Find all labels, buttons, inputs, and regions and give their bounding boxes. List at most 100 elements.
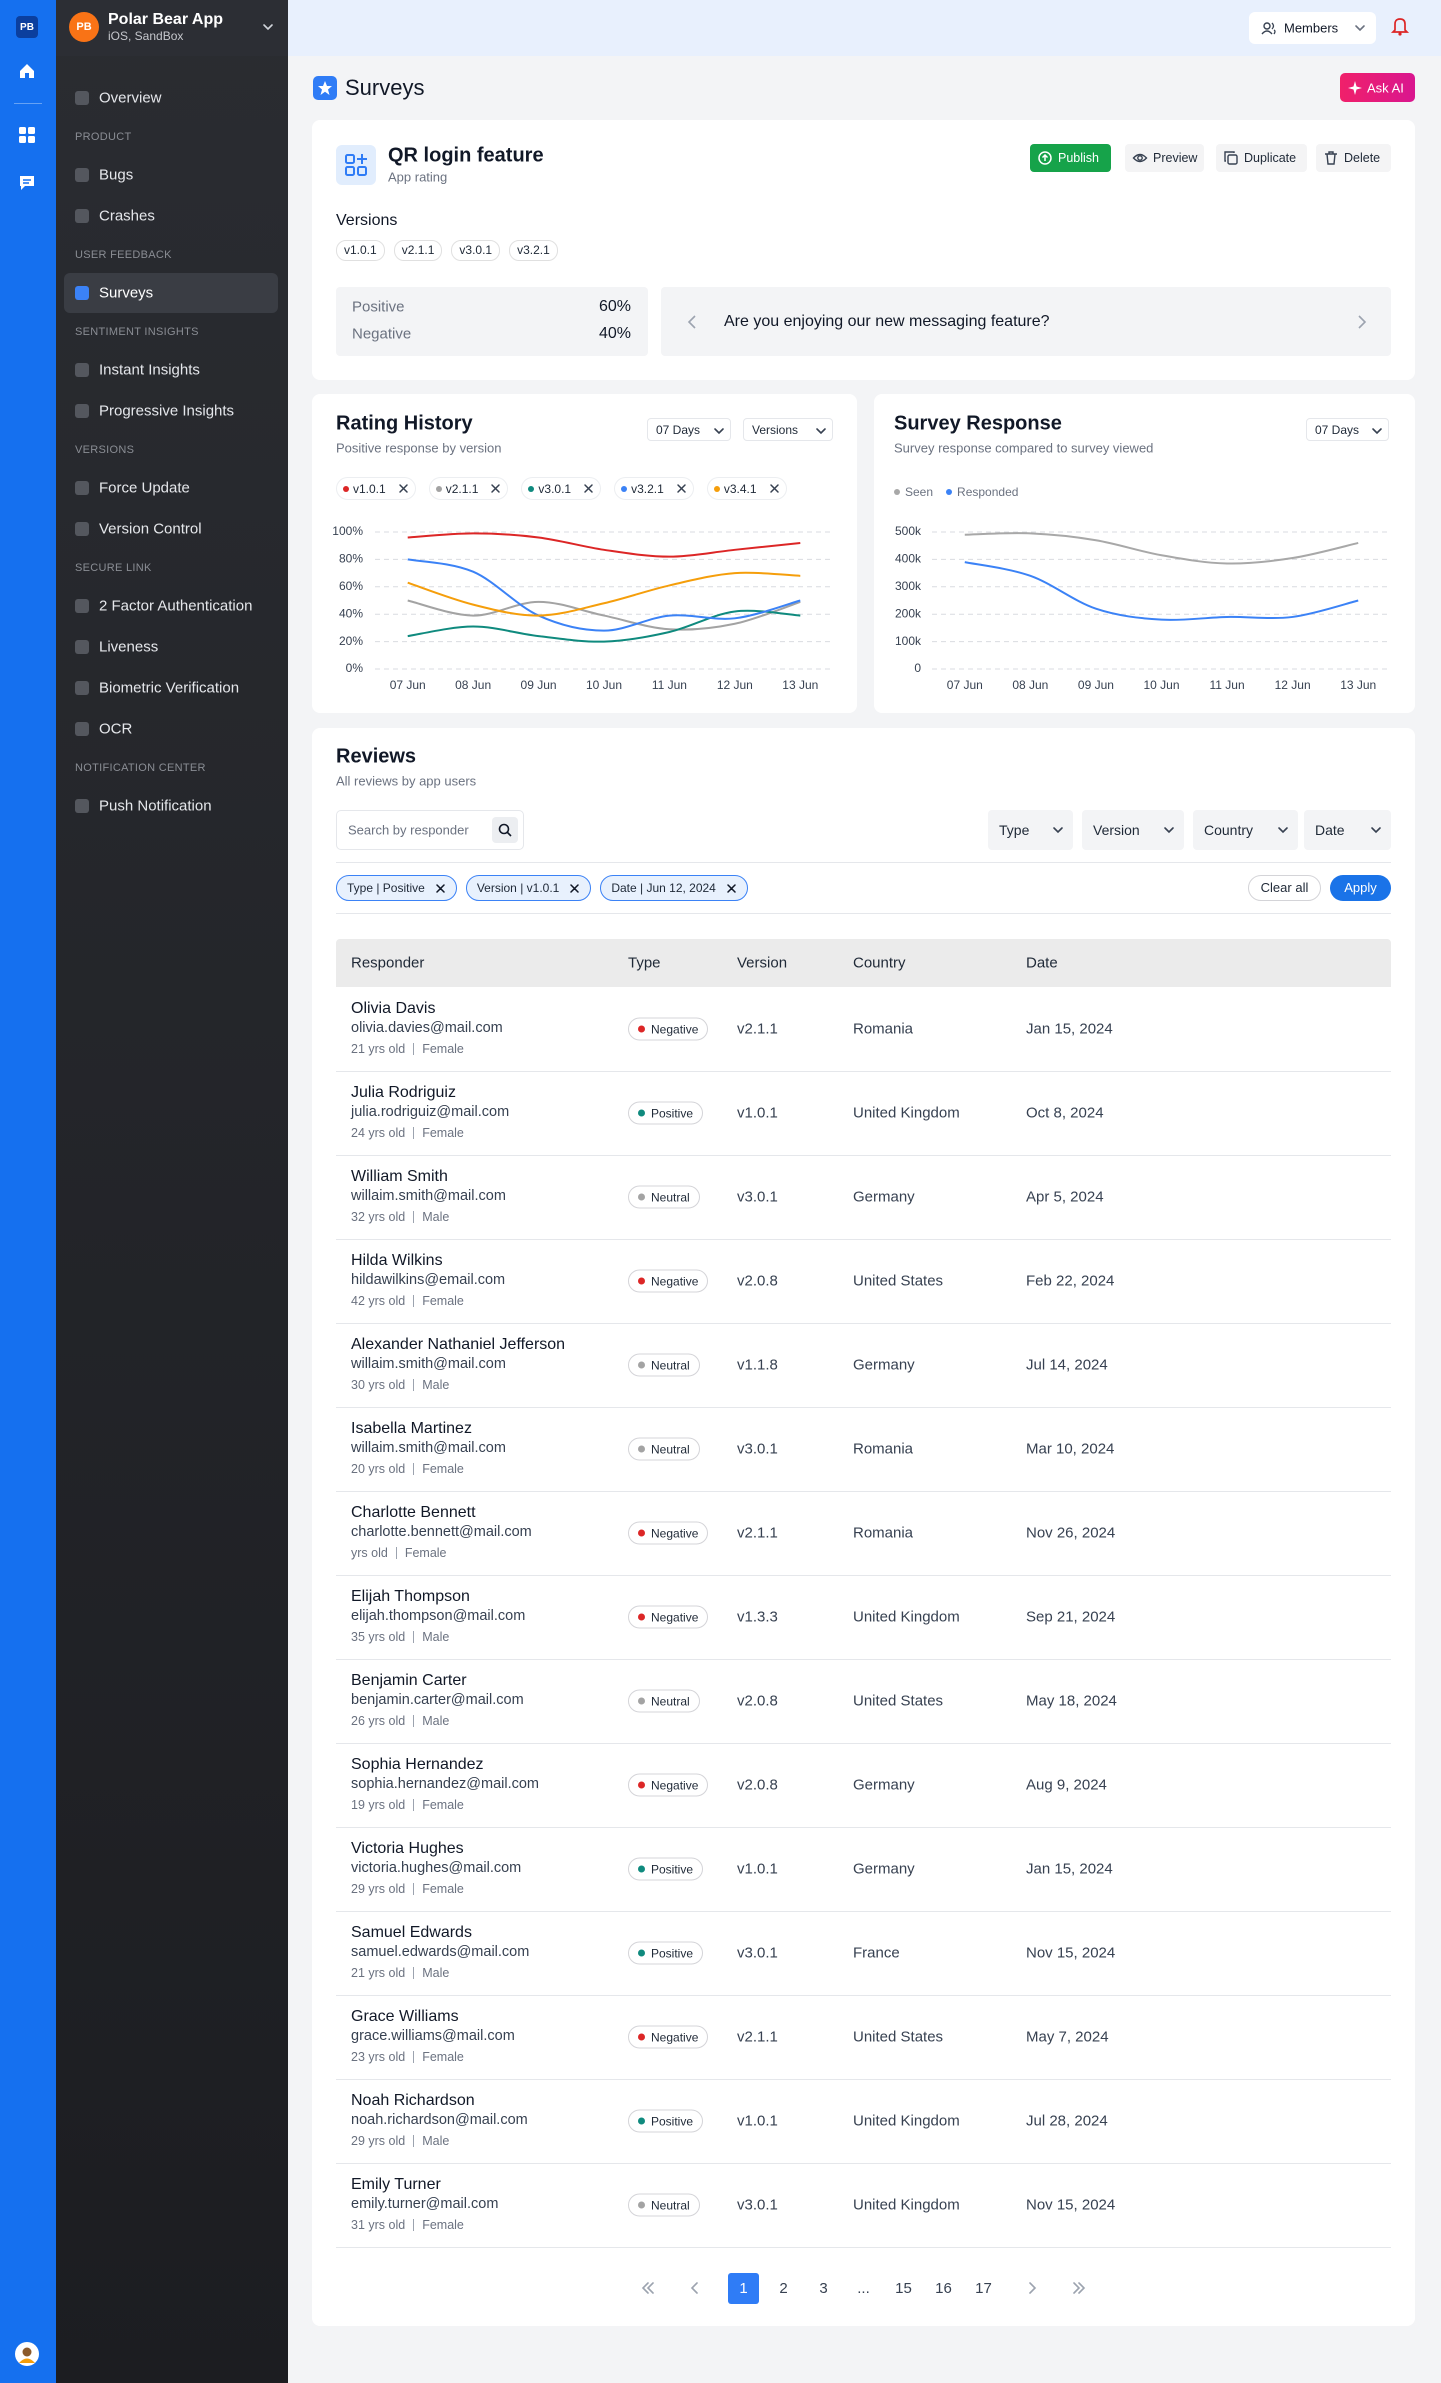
survey-action-button[interactable]: Duplicate xyxy=(1216,144,1307,172)
page-number[interactable]: 16 xyxy=(935,2280,952,2297)
apply-button[interactable]: Apply xyxy=(1330,875,1391,901)
filter-dropdown[interactable]: Version xyxy=(1082,810,1184,850)
type-dot xyxy=(638,1613,645,1621)
legend-remove[interactable] xyxy=(583,483,594,494)
page-number[interactable]: 17 xyxy=(975,2280,992,2297)
table-row[interactable]: Victoria Hughes victoria.hughes@mail.com 2… xyxy=(336,1828,1391,1912)
filter-dropdown[interactable]: Country xyxy=(1193,810,1298,850)
legend-dot xyxy=(894,489,900,495)
responder-email: benjamin.carter@mail.com xyxy=(351,1692,524,1708)
search-button[interactable] xyxy=(492,817,518,843)
app-platform: iOS, SandBox xyxy=(108,29,184,43)
filter-dropdown[interactable]: Date xyxy=(1304,810,1391,850)
sidebar-item[interactable]: Biometric Verification xyxy=(64,668,278,708)
sidebar-item[interactable]: Liveness xyxy=(64,627,278,667)
sidebar-item[interactable]: Version Control xyxy=(64,509,278,549)
filter-dropdown[interactable]: Type xyxy=(988,810,1073,850)
applied-filter-chip[interactable]: Version | v1.0.1 xyxy=(465,875,592,901)
table-row[interactable]: Olivia Davis olivia.davies@mail.com 21 yrs… xyxy=(336,988,1391,1072)
ask-ai-button[interactable]: Ask AI xyxy=(1340,73,1415,102)
sidebar-item[interactable]: Crashes xyxy=(64,196,278,236)
page-number[interactable]: 1 xyxy=(728,2273,759,2304)
table-row[interactable]: Charlotte Bennett charlotte.bennett@mail.… xyxy=(336,1492,1391,1576)
x-tick-label: 07 Jun xyxy=(947,678,983,692)
country-cell: France xyxy=(853,1944,900,1962)
sidebar-item[interactable]: Overview xyxy=(64,78,278,118)
responder-gender: Male xyxy=(422,1210,450,1224)
responder-email: samuel.edwards@mail.com xyxy=(351,1944,530,1960)
version-cell: v3.0.1 xyxy=(737,1440,778,1458)
sidebar-item[interactable]: 2 Factor Authentication xyxy=(64,586,278,626)
sidebar-item-label: OCR xyxy=(99,720,133,738)
survey-action-button[interactable]: Preview xyxy=(1125,144,1204,172)
legend-remove[interactable] xyxy=(398,483,409,494)
legend-remove[interactable] xyxy=(490,483,501,494)
meta-separator xyxy=(413,1631,415,1643)
table-row[interactable]: Benjamin Carter benjamin.carter@mail.com 2… xyxy=(336,1660,1391,1744)
chart-subtitle: Positive response by version xyxy=(336,440,502,456)
table-row[interactable]: Julia Rodriguiz julia.rodriguiz@mail.com 2… xyxy=(336,1072,1391,1156)
table-row[interactable]: William Smith willaim.smith@mail.com 32 yr… xyxy=(336,1156,1391,1240)
table-row[interactable]: Noah Richardson noah.richardson@mail.com 2… xyxy=(336,2080,1391,2164)
legend-label: Responded xyxy=(957,485,1019,499)
page-number[interactable]: ... xyxy=(857,2280,870,2297)
sidebar-item[interactable]: Push Notification xyxy=(64,786,278,826)
remove-filter[interactable] xyxy=(435,883,446,894)
type-badge: Positive xyxy=(628,1941,704,1965)
applied-filter-chip[interactable]: Type | Positive xyxy=(336,875,457,901)
legend-chip[interactable]: v1.0.1 xyxy=(336,477,416,500)
sidebar-item[interactable]: Surveys xyxy=(64,273,278,313)
country-cell: Germany xyxy=(853,1356,915,1374)
survey-action-button[interactable]: Delete xyxy=(1316,144,1391,172)
table-row[interactable]: Emily Turner emily.turner@mail.com 31 yrs … xyxy=(336,2164,1391,2248)
type-label: Negative xyxy=(651,1610,699,1624)
type-dot xyxy=(638,1781,645,1789)
legend-chip[interactable]: v3.4.1 xyxy=(706,477,787,500)
table-row[interactable]: Samuel Edwards samuel.edwards@mail.com 21 … xyxy=(336,1912,1391,1996)
table-row[interactable]: Isabella Martinez willaim.smith@mail.com 2… xyxy=(336,1408,1391,1492)
page-number[interactable]: 15 xyxy=(895,2280,912,2297)
page-number[interactable]: 2 xyxy=(779,2280,788,2297)
next-page[interactable] xyxy=(1025,2281,1039,2295)
type-badge: Neutral xyxy=(628,1689,700,1713)
first-page[interactable] xyxy=(641,2281,655,2295)
last-page[interactable] xyxy=(1072,2281,1086,2295)
table-row[interactable]: Grace Williams grace.williams@mail.com 23 … xyxy=(336,1996,1391,2080)
members-label: Members xyxy=(1284,20,1339,36)
remove-filter[interactable] xyxy=(569,883,580,894)
members-button[interactable]: Members xyxy=(1249,12,1376,44)
responder-gender: Female xyxy=(422,1042,464,1056)
sidebar-item[interactable]: Progressive Insights xyxy=(64,391,278,431)
applied-filter-chip[interactable]: Date | Jun 12, 2024 xyxy=(600,875,748,901)
table-row[interactable]: Elijah Thompson elijah.thompson@mail.com 3… xyxy=(336,1576,1391,1660)
chart-filter[interactable]: 07 Days xyxy=(647,418,731,441)
chart: Survey Response Survey response compared … xyxy=(874,394,1415,713)
sidebar-item[interactable]: Force Update xyxy=(64,468,278,508)
page-number[interactable]: 3 xyxy=(819,2280,828,2297)
remove-filter[interactable] xyxy=(726,883,737,894)
chart-filter[interactable]: 07 Days xyxy=(1306,418,1389,441)
legend-chip[interactable]: v3.0.1 xyxy=(521,477,602,500)
sidebar-item[interactable]: Bugs xyxy=(64,155,278,195)
table-row[interactable]: Alexander Nathaniel Jefferson willaim.smi… xyxy=(336,1324,1391,1408)
clear-all-button[interactable]: Clear all xyxy=(1248,875,1321,901)
previous-page[interactable] xyxy=(688,2281,702,2295)
reviews-subtitle: All reviews by app users xyxy=(336,773,477,789)
sidebar-item[interactable]: Instant Insights xyxy=(64,350,278,390)
sidebar-item-label: Bugs xyxy=(99,166,134,184)
legend-chip[interactable]: v3.2.1 xyxy=(614,477,694,500)
chart-filter[interactable]: Versions xyxy=(743,418,833,441)
table-row[interactable]: Sophia Hernandez sophia.hernandez@mail.co… xyxy=(336,1744,1391,1828)
applied-filter-label: Type | Positive xyxy=(347,881,425,895)
table-row[interactable]: Hilda Wilkins hildawilkins@email.com 42 yr… xyxy=(336,1240,1391,1324)
legend-remove[interactable] xyxy=(769,483,780,494)
reviews-title: Reviews xyxy=(336,745,417,768)
legend-remove[interactable] xyxy=(676,483,687,494)
survey-action-button[interactable]: Publish xyxy=(1030,144,1111,172)
ask-ai-label: Ask AI xyxy=(1367,80,1404,95)
legend-chip[interactable]: v2.1.1 xyxy=(428,477,509,500)
type-dot xyxy=(638,1193,645,1201)
responder-age: 26 yrs old xyxy=(351,1714,406,1728)
sidebar-item[interactable]: OCR xyxy=(64,709,278,749)
search-box[interactable]: Search by responder xyxy=(336,810,524,850)
